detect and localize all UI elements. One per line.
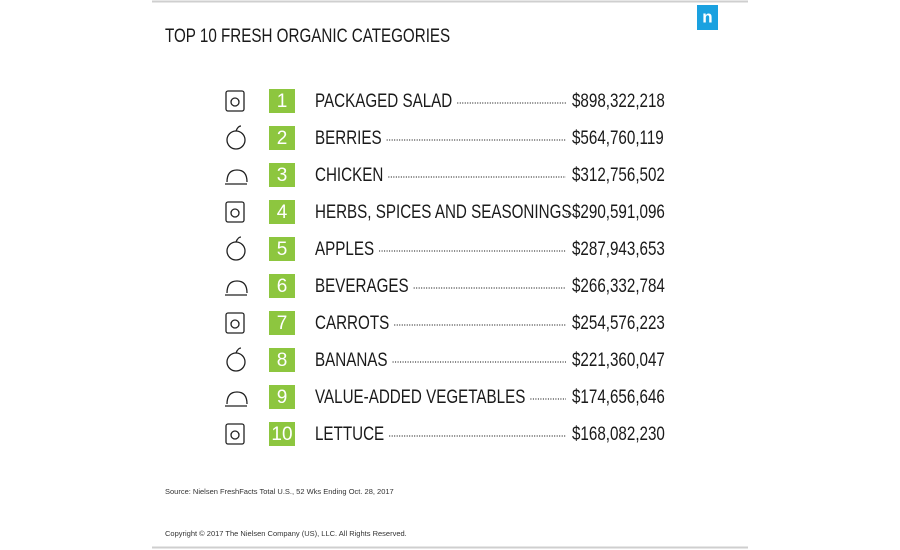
value: $564,760,119 xyxy=(572,126,664,148)
rank: 4 xyxy=(277,202,288,223)
icon-shape xyxy=(225,280,248,296)
rank-box xyxy=(269,348,295,372)
category-label: CHICKEN xyxy=(315,163,383,185)
rank-box xyxy=(269,89,295,113)
copyright: Copyright © 2017 The Nielsen Company (US… xyxy=(165,529,407,538)
category-label: LETTUCE xyxy=(315,422,384,444)
icon xyxy=(225,391,248,407)
value: $266,332,784 xyxy=(572,274,665,296)
value: $254,576,223 xyxy=(572,311,665,333)
rank-box xyxy=(269,126,295,150)
icon-shape xyxy=(225,312,245,334)
category-label: BEVERAGES xyxy=(315,274,409,296)
rank: 3 xyxy=(277,165,288,186)
category-label: HERBS, SPICES AND SEASONINGS xyxy=(315,200,572,222)
icon-shape xyxy=(225,90,245,112)
list-row: 8 BANANAS $221,360,047 xyxy=(226,347,665,372)
rank: 9 xyxy=(277,387,288,408)
rank: 10 xyxy=(271,424,292,445)
rank: 5 xyxy=(277,239,288,260)
value: $174,656,646 xyxy=(572,385,665,407)
list-row: 10 LETTUCE $168,082,230 xyxy=(225,422,665,446)
list-row: 6 BEVERAGES $266,332,784 xyxy=(225,274,665,298)
icon-shape xyxy=(235,125,242,132)
category-label: BERRIES xyxy=(315,126,382,148)
value: $287,943,653 xyxy=(572,237,665,259)
icon-shape xyxy=(226,130,246,150)
value: $898,322,218 xyxy=(572,89,665,111)
icon-shape xyxy=(235,347,242,354)
category-label: VALUE-ADDED VEGETABLES xyxy=(315,385,525,407)
icon xyxy=(225,201,245,223)
rank-box xyxy=(269,385,295,409)
logo-box xyxy=(697,5,718,30)
icon-shape xyxy=(226,241,246,261)
category-label: BANANAS xyxy=(315,348,388,370)
source: Source: Nielsen FreshFacts Total U.S., 5… xyxy=(165,487,394,496)
rank: 1 xyxy=(277,91,288,112)
icon-shape xyxy=(226,352,246,372)
rank-box xyxy=(269,200,295,224)
value: $221,360,047 xyxy=(572,348,665,370)
category-label: PACKAGED SALAD xyxy=(315,89,452,111)
rank-box xyxy=(269,274,295,298)
rank-box xyxy=(269,422,295,446)
list-row: 3 CHICKEN $312,756,502 xyxy=(225,163,665,187)
category-label: CARROTS xyxy=(315,311,389,333)
icon-shape xyxy=(230,97,240,107)
icon-shape xyxy=(225,391,248,407)
icon-shape xyxy=(225,423,245,445)
rank-box xyxy=(269,163,295,187)
icon-shape xyxy=(235,236,242,243)
icon xyxy=(225,90,245,112)
rank: 8 xyxy=(277,350,288,371)
icon-shape xyxy=(230,208,240,218)
title: TOP 10 FRESH ORGANIC CATEGORIES xyxy=(165,24,450,46)
icon xyxy=(225,312,245,334)
icon xyxy=(226,236,246,261)
list-row: 5 APPLES $287,943,653 xyxy=(226,236,665,261)
icon xyxy=(225,423,245,445)
icon xyxy=(225,169,248,185)
icon-shape xyxy=(230,319,240,329)
list-row: 7 CARROTS $254,576,223 xyxy=(225,311,665,335)
logo: n xyxy=(702,7,712,26)
value: $312,756,502 xyxy=(572,163,665,185)
icon-shape xyxy=(225,169,248,185)
icon-shape xyxy=(230,430,240,440)
rank: 2 xyxy=(277,128,288,149)
list-row: 4 HERBS, SPICES AND SEASONINGS $290,591,09… xyxy=(225,200,665,224)
list-row: 2 BERRIES $564,760,119 xyxy=(226,125,664,150)
icon-shape xyxy=(225,201,245,223)
list-row: 1 PACKAGED SALAD $898,322,218 xyxy=(225,89,665,113)
rank-box xyxy=(269,237,295,261)
rank-box xyxy=(269,311,295,335)
list: 1 PACKAGED SALAD $898,322,218 2 BERRIES $564,… xyxy=(225,89,665,446)
list-row: 9 VALUE-ADDED VEGETABLES $174,656,646 xyxy=(225,385,665,409)
icon xyxy=(226,347,246,372)
value: $168,082,230 xyxy=(572,422,665,444)
icon xyxy=(226,125,246,150)
icon xyxy=(225,280,248,296)
rank: 7 xyxy=(277,313,288,334)
category-label: APPLES xyxy=(315,237,374,259)
value: $290,591,096 xyxy=(572,200,665,222)
rank: 6 xyxy=(277,276,288,297)
